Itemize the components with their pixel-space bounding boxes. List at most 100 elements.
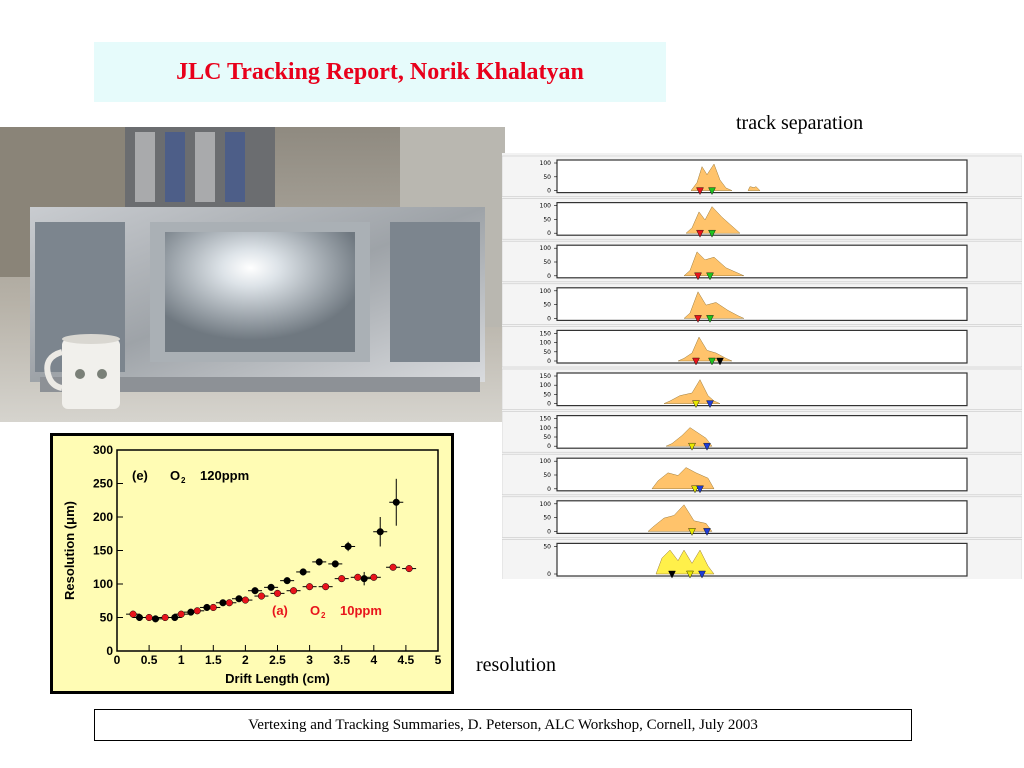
data-point — [338, 575, 346, 583]
chamber-base — [40, 377, 480, 392]
y-tick-label: 150 — [93, 544, 113, 558]
x-tick-label: 1.5 — [205, 653, 222, 667]
data-point — [273, 589, 282, 597]
data-point — [283, 577, 291, 585]
histogram-box — [556, 415, 968, 449]
track-panel: 100 50 0 — [502, 496, 1022, 538]
track-marker — [691, 485, 699, 494]
track-panel: 100 50 0 — [502, 240, 1022, 283]
data-point — [290, 587, 298, 595]
tick-label: 150 — [540, 416, 552, 423]
track-marker — [686, 570, 694, 579]
y-tick-label: 300 — [93, 443, 113, 457]
tick-label: 50 — [543, 302, 551, 309]
y-axis-label: Resolution (μm) — [62, 501, 77, 600]
tick-label: 100 — [540, 160, 552, 167]
track-panel: 100 50 0 — [502, 155, 1022, 197]
detector-photo — [0, 127, 505, 422]
crate-card — [165, 132, 185, 202]
y-tick-label: 100 — [93, 577, 113, 591]
tick-label: 0 — [547, 188, 551, 195]
tick-label: 50 — [543, 259, 551, 266]
histogram-box — [556, 159, 968, 194]
data-point — [331, 560, 339, 568]
tick-label: 0 — [547, 571, 551, 578]
x-tick-label: 1 — [178, 653, 185, 667]
x-tick-label: 2 — [242, 653, 249, 667]
track-marker — [694, 315, 702, 323]
tick-label: 0 — [547, 401, 551, 408]
track-panel: 50 0 — [502, 539, 1022, 579]
track-panel: 150 100 50 0 — [502, 411, 1022, 453]
tick-label: 0 — [547, 528, 551, 535]
tick-label: 50 — [543, 543, 551, 550]
tick-label: 100 — [540, 382, 552, 389]
tick-label: 0 — [547, 486, 551, 493]
chart-background — [53, 436, 451, 691]
data-point — [257, 592, 265, 600]
histogram-box — [556, 457, 968, 492]
histogram-distribution — [747, 186, 761, 191]
data-point — [299, 568, 307, 576]
chamber-side-right — [390, 222, 480, 362]
histogram-box — [556, 542, 968, 577]
tick-label: 0 — [547, 443, 551, 450]
histogram-distribution — [677, 336, 733, 362]
tick-label: 0 — [547, 273, 551, 280]
annotation-gas: O — [170, 468, 180, 483]
data-point — [322, 583, 330, 591]
y-tick-label: 50 — [100, 611, 114, 625]
data-point — [225, 599, 233, 607]
track-panel: 100 50 0 — [502, 453, 1022, 496]
track-marker — [688, 443, 696, 451]
track-marker — [706, 400, 714, 409]
track-separation-figure: 100 50 0 100 50 0 100 50 0 100 50 0 150 100 50 0 150 100 5… — [502, 153, 1022, 579]
annotation-label: (a) — [272, 603, 288, 618]
footer-citation: Vertexing and Tracking Summaries, D. Pet… — [94, 709, 912, 741]
data-point — [241, 596, 249, 604]
data-point — [177, 610, 185, 618]
tick-label: 50 — [543, 434, 551, 441]
slide-title: JLC Tracking Report, Norik Khalatyan — [176, 58, 584, 85]
track-marker — [706, 315, 714, 323]
histogram-distribution — [683, 251, 745, 277]
tick-label: 100 — [540, 340, 552, 347]
histogram-distribution — [651, 467, 715, 490]
histogram-box — [556, 244, 968, 279]
histogram-distribution — [683, 291, 745, 319]
track-marker — [668, 570, 676, 579]
histogram-box — [556, 329, 968, 364]
data-point — [171, 613, 179, 622]
track-marker — [696, 485, 704, 494]
title-box: JLC Tracking Report, Norik Khalatyan — [94, 42, 666, 102]
y-tick-label: 0 — [106, 644, 113, 658]
tick-label: 50 — [543, 216, 551, 223]
data-point — [251, 587, 259, 595]
track-marker — [716, 357, 724, 366]
tick-label: 50 — [543, 349, 551, 356]
annotation-subscript: 2 — [181, 476, 186, 485]
crate-card — [135, 132, 155, 202]
tick-label: 50 — [543, 391, 551, 398]
x-tick-label: 4.5 — [398, 653, 415, 667]
track-panel: 100 50 0 — [502, 283, 1022, 325]
track-marker — [708, 187, 716, 196]
data-point — [193, 607, 201, 615]
histogram-distribution — [665, 427, 713, 447]
histogram-box — [556, 201, 968, 236]
data-point — [392, 498, 400, 506]
data-point — [235, 595, 243, 603]
track-marker — [703, 528, 711, 536]
data-point — [161, 613, 169, 622]
track-panel: 100 50 0 — [502, 198, 1022, 240]
tick-label: 100 — [540, 203, 552, 210]
annotation-subscript: 2 — [321, 611, 326, 620]
tick-label: 150 — [540, 373, 552, 380]
tick-label: 0 — [547, 315, 551, 322]
track-marker — [708, 357, 716, 366]
y-tick-label: 200 — [93, 510, 113, 524]
x-tick-label: 3.5 — [333, 653, 350, 667]
data-point — [344, 542, 352, 551]
tick-label: 100 — [540, 288, 552, 295]
x-tick-label: 4 — [370, 653, 377, 667]
